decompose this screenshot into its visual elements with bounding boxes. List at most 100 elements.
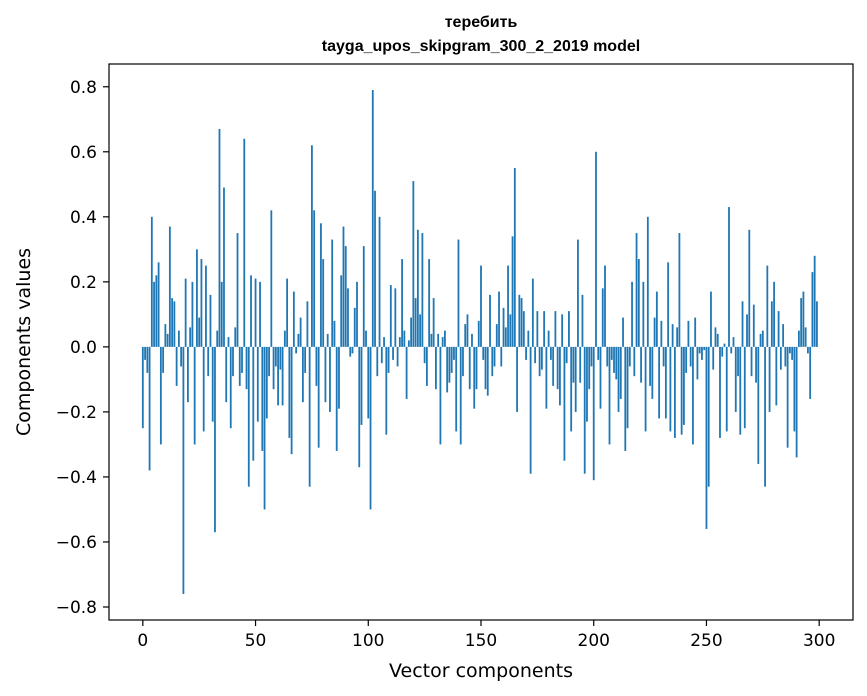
bar-283 xyxy=(779,346,782,370)
bar-270 xyxy=(750,346,753,377)
bar-252 xyxy=(710,291,712,347)
bar-47 xyxy=(247,346,250,487)
y-tick-label: 0.2 xyxy=(70,273,97,293)
y-tick-label: 0.4 xyxy=(70,208,97,228)
bar-289 xyxy=(793,346,796,432)
bar-251 xyxy=(707,346,710,487)
x-axis-label: Vector components xyxy=(389,660,573,682)
bar-248 xyxy=(701,346,703,360)
bar-15 xyxy=(175,346,178,386)
bar-130 xyxy=(435,346,437,390)
bar-218 xyxy=(633,346,636,377)
bar-208 xyxy=(610,346,613,360)
bar-77 xyxy=(315,346,318,386)
bar-9 xyxy=(162,346,165,373)
bar-113 xyxy=(396,346,399,367)
bar-256 xyxy=(719,346,721,438)
bar-81 xyxy=(324,346,327,403)
bar-179 xyxy=(545,346,548,409)
bar-109 xyxy=(387,346,390,373)
bar-0 xyxy=(141,346,144,429)
bar-70 xyxy=(299,317,302,347)
bar-194 xyxy=(579,346,582,383)
bar-234 xyxy=(669,346,672,432)
bar-278 xyxy=(768,346,771,412)
bar-184 xyxy=(556,346,559,390)
x-tick-label: 250 xyxy=(690,631,722,651)
bar-143 xyxy=(464,324,467,347)
bar-158 xyxy=(498,291,500,347)
bar-227 xyxy=(653,317,656,347)
bar-224 xyxy=(646,216,649,347)
y-tick-label: −0.6 xyxy=(56,533,97,553)
bar-266 xyxy=(741,301,744,347)
bar-110 xyxy=(389,285,392,347)
bar-249 xyxy=(703,346,706,351)
bar-1 xyxy=(144,346,146,360)
bar-221 xyxy=(640,346,642,383)
bar-105 xyxy=(378,216,381,347)
bar-56 xyxy=(268,346,270,377)
x-tick-label: 200 xyxy=(578,631,610,651)
bar-142 xyxy=(462,346,464,377)
bar-129 xyxy=(432,298,435,347)
bar-27 xyxy=(202,346,205,432)
bar-226 xyxy=(651,346,654,399)
bar-46 xyxy=(245,346,248,390)
bar-95 xyxy=(356,281,358,347)
bar-198 xyxy=(588,346,591,390)
bar-122 xyxy=(416,229,419,347)
bar-98 xyxy=(362,246,365,347)
bar-281 xyxy=(775,346,778,406)
bar-151 xyxy=(482,346,485,360)
bar-144 xyxy=(466,314,469,347)
bar-69 xyxy=(297,333,300,347)
bar-247 xyxy=(698,346,701,354)
bar-259 xyxy=(725,346,728,432)
bar-228 xyxy=(655,291,658,347)
bar-114 xyxy=(398,337,401,347)
bar-261 xyxy=(730,346,733,354)
bar-59 xyxy=(274,346,277,367)
bar-287 xyxy=(788,346,791,354)
bar-132 xyxy=(439,346,442,445)
bar-199 xyxy=(590,346,593,367)
bar-262 xyxy=(732,337,735,347)
bar-24 xyxy=(196,249,198,347)
x-tick-label: 300 xyxy=(803,631,835,651)
y-tick-label: −0.2 xyxy=(56,403,97,423)
bar-76 xyxy=(313,210,316,347)
bar-201 xyxy=(595,151,597,347)
bar-207 xyxy=(608,346,611,445)
bar-20 xyxy=(187,346,189,403)
bar-100 xyxy=(367,346,370,419)
bar-173 xyxy=(531,278,534,347)
bar-182 xyxy=(552,346,555,386)
bar-23 xyxy=(193,346,196,445)
bar-74 xyxy=(308,346,311,487)
bar-167 xyxy=(518,294,521,347)
bar-116 xyxy=(403,330,406,347)
bar-43 xyxy=(238,346,241,386)
bar-3 xyxy=(148,346,151,471)
bar-271 xyxy=(752,304,755,347)
bar-178 xyxy=(543,311,546,347)
bar-237 xyxy=(676,327,679,347)
bar-115 xyxy=(401,259,403,347)
bar-290 xyxy=(795,346,798,458)
bar-257 xyxy=(721,346,724,357)
bar-154 xyxy=(489,294,491,347)
chart-subtitle: tayga_upos_skipgram_300_2_2019 model xyxy=(322,38,640,55)
bar-162 xyxy=(507,265,509,347)
bar-297 xyxy=(811,272,814,347)
bar-99 xyxy=(365,330,367,347)
bar-38 xyxy=(227,337,230,347)
bar-103 xyxy=(374,190,376,347)
bar-123 xyxy=(419,314,422,347)
bar-210 xyxy=(615,346,618,380)
y-tick-label: −0.8 xyxy=(56,598,97,618)
bar-45 xyxy=(243,138,246,347)
bar-298 xyxy=(813,255,816,347)
bar-209 xyxy=(613,346,615,373)
